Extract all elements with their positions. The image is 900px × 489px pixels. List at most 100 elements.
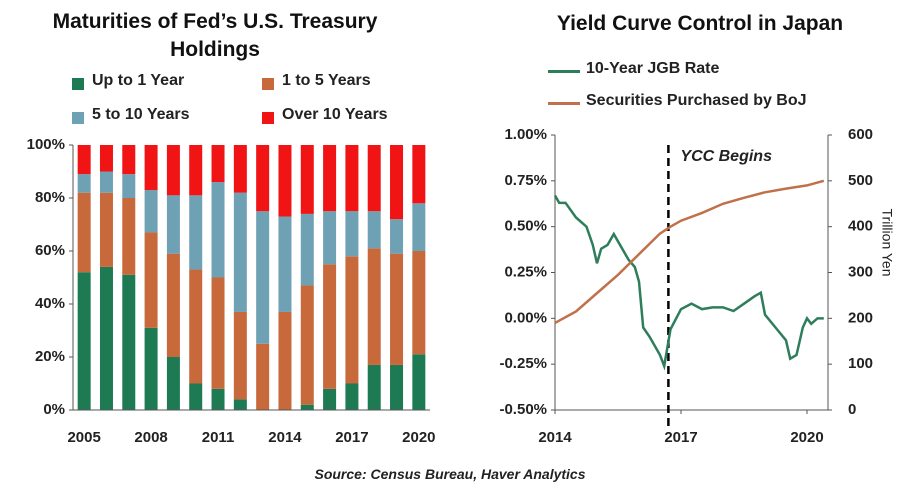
x-tick-label: 2020 [402, 429, 435, 446]
bar-segment [122, 198, 136, 275]
bar-segment [77, 192, 91, 273]
y-tick-label: 0% [43, 401, 65, 418]
y-tick-label: -0.50% [499, 401, 547, 418]
x-tick-label: 2008 [134, 429, 167, 446]
bar-segment [233, 192, 247, 312]
bar-segment [278, 145, 292, 217]
bar-segment [345, 211, 359, 257]
bar-segment [367, 145, 381, 212]
bar-segment [122, 274, 136, 410]
bar-segment [256, 343, 270, 410]
legend-line [548, 102, 580, 105]
bar-segment [323, 264, 337, 389]
bar-segment [233, 145, 247, 193]
bar-segment [390, 253, 404, 365]
bar-segment [278, 216, 292, 312]
bar-segment [256, 145, 270, 212]
y2-tick-label: 300 [848, 263, 873, 280]
y-tick-label: 20% [35, 348, 65, 365]
bar-segment [99, 145, 113, 172]
source: Source: Census Bureau, Haver Analytics [314, 466, 586, 482]
bar-segment [211, 145, 225, 183]
bar-segment [390, 364, 404, 410]
bar-segment [77, 272, 91, 410]
y-tick-label: 0.00% [504, 309, 547, 326]
x-tick-label: 2017 [335, 429, 368, 446]
y2-axis-label: Trillion Yen [879, 209, 895, 277]
bar-segment [144, 190, 158, 233]
bar-segment [211, 277, 225, 389]
bar-segment [278, 311, 292, 410]
bar-segment [211, 182, 225, 278]
bar-segment [189, 269, 203, 384]
bar-segment [412, 251, 426, 355]
y-tick-label: 1.00% [504, 126, 547, 143]
bar-segment [99, 192, 113, 267]
bar-segment [323, 388, 337, 410]
x-tick-label: 2014 [538, 429, 572, 446]
bar-segment [367, 364, 381, 410]
line-series [553, 194, 824, 371]
chart-title: Maturities of Fed’s U.S. Treasury Holdin… [52, 10, 378, 61]
bar-segment [99, 266, 113, 410]
y-tick-label: 0.25% [504, 263, 547, 280]
bar-segment [233, 399, 247, 410]
bar-segment [390, 219, 404, 254]
y2-tick-label: 600 [848, 126, 873, 143]
y-tick-label: 0.50% [504, 218, 547, 235]
legend-line [548, 70, 580, 73]
bar-segment [166, 253, 180, 357]
bar-segment [144, 232, 158, 328]
legend-label: Up to 1 Year [92, 72, 185, 89]
bar-segment [166, 145, 180, 196]
line-series [554, 179, 825, 325]
y-tick-label: 0.75% [504, 172, 547, 189]
bar-segment [345, 256, 359, 384]
y2-tick-label: 200 [848, 309, 873, 326]
y-tick-label: -0.25% [499, 355, 547, 372]
legend-swatch [72, 112, 84, 124]
bar-segment [256, 211, 270, 344]
bar-segment [144, 327, 158, 410]
chart-title: Yield Curve Control in Japan [556, 12, 844, 35]
bar-segment [300, 404, 314, 410]
x-tick-label: 2014 [268, 429, 302, 446]
bar-segment [300, 285, 314, 405]
bar-segment [323, 211, 337, 265]
y2-tick-label: 500 [848, 172, 873, 189]
annotation: YCC Begins [680, 148, 772, 165]
y-tick-label: 100% [27, 136, 65, 153]
bar-segment [189, 195, 203, 270]
bar-segment [367, 211, 381, 249]
legend-label: Securities Purchased by BoJ [586, 92, 807, 109]
x-tick-label: 2017 [664, 429, 697, 446]
legend-label: 10-Year JGB Rate [586, 60, 720, 77]
x-tick-label: 2011 [202, 429, 235, 446]
legend-label: Over 10 Years [282, 106, 388, 123]
bar-segment [122, 145, 136, 175]
legend-swatch [262, 78, 274, 90]
bar-segment [367, 248, 381, 365]
bar-segment [390, 145, 404, 220]
y2-tick-label: 100 [848, 355, 873, 372]
bar-segment [412, 354, 426, 410]
x-tick-label: 2020 [790, 429, 823, 446]
legend-label: 5 to 10 Years [92, 106, 190, 123]
legend-label: 1 to 5 Years [282, 72, 371, 89]
bar-segment [189, 383, 203, 410]
bar-segment [412, 145, 426, 204]
bar-segment [77, 174, 91, 193]
bar-segment [166, 195, 180, 254]
y2-tick-label: 0 [848, 401, 856, 418]
y-tick-label: 40% [35, 295, 65, 312]
legend-swatch [72, 78, 84, 90]
bar-segment [345, 383, 359, 410]
y-tick-label: 60% [35, 242, 65, 259]
y2-tick-label: 400 [848, 218, 873, 235]
bar-segment [211, 388, 225, 410]
x-tick-label: 2005 [67, 429, 100, 446]
bar-segment [233, 311, 247, 400]
bar-segment [189, 145, 203, 196]
